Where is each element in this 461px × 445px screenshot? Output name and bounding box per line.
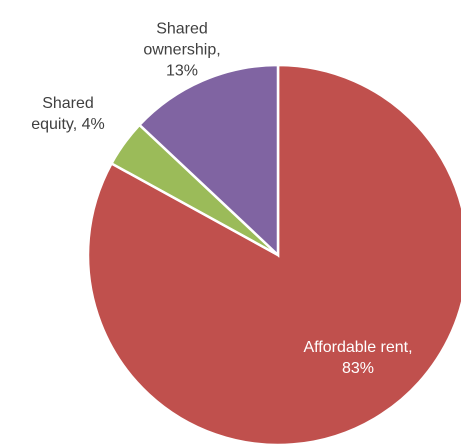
pie-slice bbox=[137, 63, 280, 258]
slice-label: Affordable rent, 83% bbox=[303, 339, 413, 377]
slice-label: Shared ownership, 13% bbox=[143, 20, 221, 80]
pie-slice bbox=[86, 63, 461, 445]
slice-label: Shared equity, 4% bbox=[31, 95, 105, 133]
